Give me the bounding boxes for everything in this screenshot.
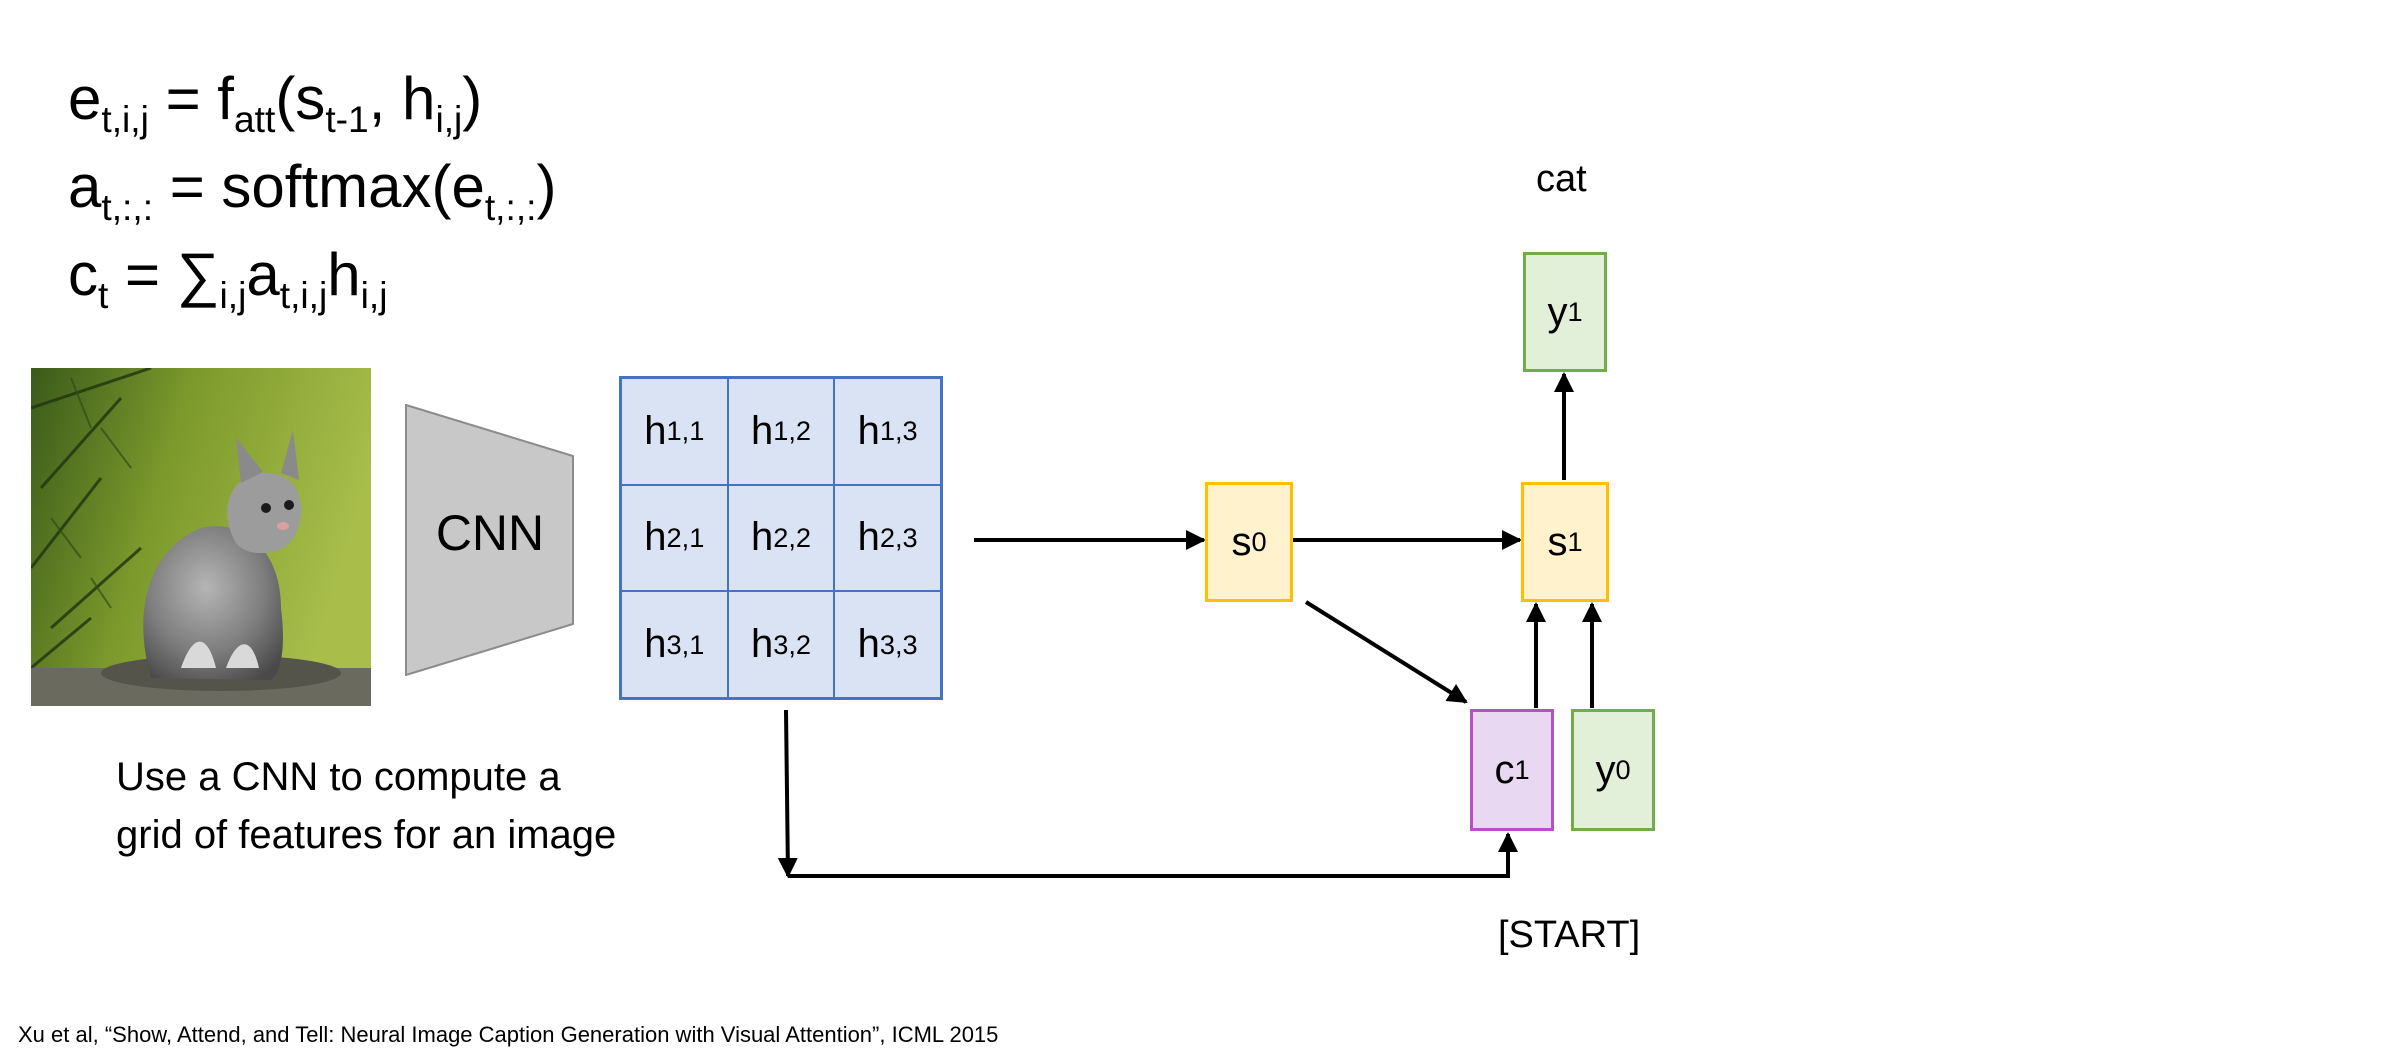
output-word: cat (1536, 158, 1587, 200)
cnn-encoder (405, 404, 574, 676)
feature-cell: h 1,1 (621, 378, 728, 485)
arrow-s0-to-c1 (1304, 600, 1468, 704)
equation-context-vector: ct = ∑i,jat,i,jhi,j (68, 241, 388, 317)
arrow-grid-down (777, 709, 798, 878)
caption-line-2: grid of features for an image (116, 813, 617, 857)
feature-cell: h 1,2 (727, 378, 835, 485)
feature-cell: h 3,3 (834, 591, 941, 698)
feature-cell: h 2,3 (834, 484, 941, 592)
feature-cell: h 2,2 (727, 484, 835, 592)
caption: Use a CNN to compute a grid of features … (116, 748, 616, 864)
cnn-label: CNN (435, 505, 545, 561)
feature-cell: h 1,3 (834, 378, 941, 485)
equation-attention-weights: at,:,: = softmax(et,:,:) (68, 153, 557, 229)
feature-grid: h 1,1 h 1,2 h 1,3 h 2,1 h 2,2 h 2,3 h 3,1 h 3,2 … (619, 376, 943, 700)
arrow-grid-to-c1 (788, 832, 1518, 878)
equation-attention-scores: et,i,j = fatt(st-1, hi,j) (68, 65, 483, 141)
cat-image (31, 368, 371, 706)
feature-cell: h 3,2 (727, 591, 835, 698)
feature-cell: h 3,1 (621, 591, 728, 698)
input-word: [START] (1498, 914, 1641, 956)
caption-line-1: Use a CNN to compute a (116, 755, 561, 799)
feature-cell: h 2,1 (621, 484, 728, 592)
citation: Xu et al, “Show, Attend, and Tell: Neura… (18, 1022, 999, 1047)
